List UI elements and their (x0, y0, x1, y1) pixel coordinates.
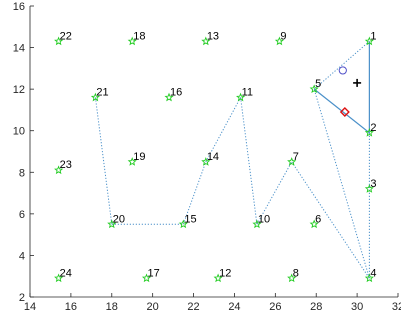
node-marker-7 (287, 157, 297, 166)
y-tick-label-8: 8 (19, 167, 25, 179)
node-label-7: 7 (293, 151, 299, 163)
y-tick-label-14: 14 (13, 43, 25, 55)
node-marker-19 (127, 157, 137, 166)
node-marker-21 (90, 92, 100, 102)
node-marker-16 (164, 92, 174, 102)
node-marker-20 (107, 219, 117, 229)
node-marker-4 (364, 273, 374, 283)
node-marker-8 (287, 273, 297, 283)
dotted-edge-21-20 (94, 97, 113, 225)
node-markers (54, 36, 374, 283)
node-label-15: 15 (184, 213, 196, 225)
node-marker-9 (274, 36, 284, 46)
dotted-edge-11-10 (240, 97, 258, 225)
y-tick-label-6: 6 (19, 209, 25, 221)
node-marker-12 (213, 273, 223, 283)
node-label-8: 8 (293, 267, 299, 279)
dotted-edge-7-4 (291, 161, 370, 279)
node-marker-11 (236, 92, 246, 102)
node-marker-1 (364, 36, 374, 46)
node-label-16: 16 (170, 86, 182, 98)
x-tick-label-24: 24 (228, 301, 240, 313)
node-label-2: 2 (370, 122, 376, 134)
node-label-1: 1 (370, 30, 376, 42)
y-tick-label-12: 12 (13, 84, 25, 96)
node-label-9: 9 (280, 30, 286, 42)
node-label-13: 13 (207, 30, 219, 42)
node-label-12: 12 (219, 267, 231, 279)
node-label-18: 18 (133, 30, 145, 42)
node-marker-13 (201, 36, 211, 46)
dotted-edge-14-11 (205, 97, 242, 163)
node-marker-6 (309, 219, 319, 229)
x-tick-label-16: 16 (65, 301, 77, 313)
node-label-10: 10 (258, 213, 270, 225)
node-label-23: 23 (60, 159, 72, 171)
special-markers (338, 66, 362, 117)
node-label-20: 20 (113, 213, 125, 225)
x-tick-label-20: 20 (147, 301, 159, 313)
node-label-17: 17 (148, 267, 160, 279)
node-marker-18 (127, 36, 137, 46)
node-label-6: 6 (315, 213, 321, 225)
y-tick-label-10: 10 (13, 126, 25, 138)
dotted-edge-15-14 (182, 161, 207, 225)
node-label-4: 4 (370, 267, 376, 279)
node-marker-24 (54, 273, 64, 283)
node-label-3: 3 (370, 178, 376, 190)
x-tick-label-28: 28 (310, 301, 322, 313)
node-label-21: 21 (96, 86, 108, 98)
plus-marker (353, 78, 362, 87)
diamond-marker (339, 107, 350, 117)
node-label-19: 19 (133, 151, 145, 163)
y-tick-label-4: 4 (19, 250, 25, 262)
node-marker-22 (54, 36, 64, 46)
x-tick-label-22: 22 (187, 301, 199, 313)
node-marker-17 (141, 273, 152, 283)
route-edges (94, 40, 370, 279)
dotted-edge-5-1 (313, 40, 370, 90)
y-tick-label-16: 16 (13, 1, 25, 13)
node-marker-23 (54, 165, 64, 175)
y-tick-label-2: 2 (19, 292, 25, 304)
node-marker-15 (178, 219, 188, 229)
node-marker-3 (364, 184, 374, 193)
node-label-11: 11 (242, 86, 253, 98)
circle-marker (338, 66, 347, 75)
node-label-22: 22 (60, 30, 72, 42)
x-tick-label-26: 26 (269, 301, 281, 313)
x-tick-label-18: 18 (106, 301, 118, 313)
node-marker-10 (252, 219, 262, 229)
node-marker-2 (364, 127, 374, 137)
node-label-24: 24 (60, 267, 72, 279)
axes: 14161820222426283032246810121416 (13, 1, 401, 313)
node-label-5: 5 (315, 78, 321, 90)
x-tick-label-14: 14 (24, 301, 36, 313)
x-tick-label-30: 30 (351, 301, 363, 313)
node-marker-5 (309, 84, 319, 94)
x-tick-label-32: 32 (392, 301, 401, 313)
node-marker-14 (201, 157, 211, 166)
node-label-14: 14 (207, 151, 219, 163)
